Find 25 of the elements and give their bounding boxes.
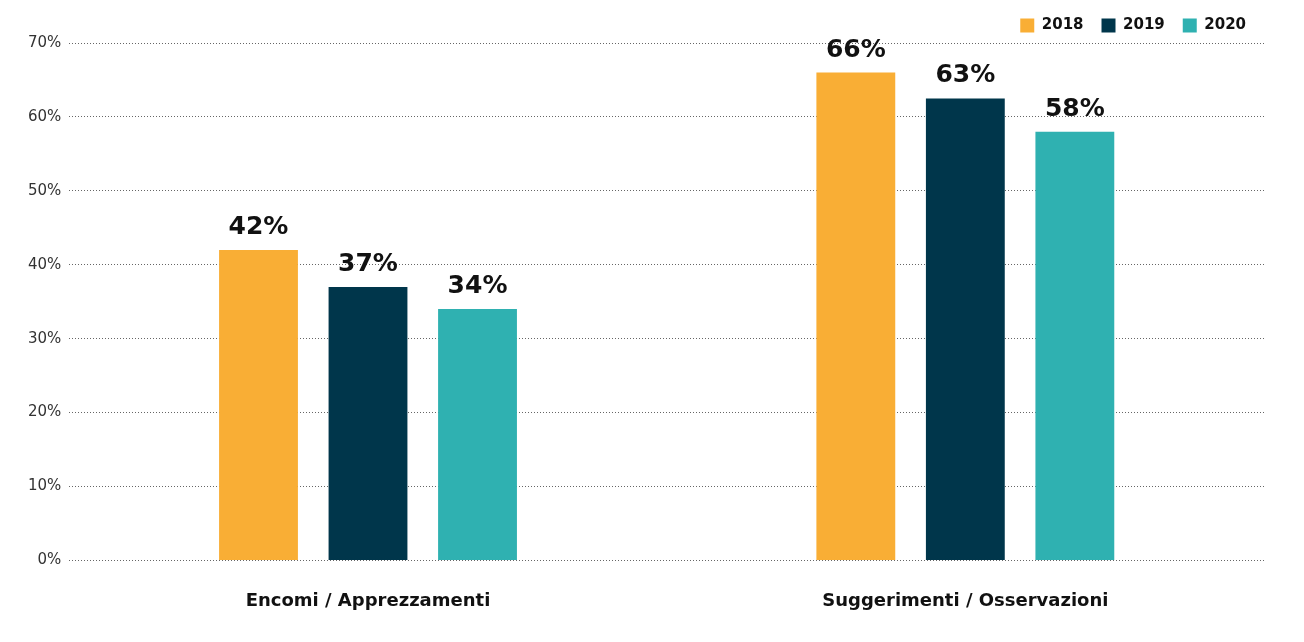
data-label: 34% xyxy=(447,270,508,300)
x-tick-label: Suggerimenti / Osservazioni xyxy=(822,588,1109,610)
data-label: 63% xyxy=(935,59,996,89)
x-tick-label: Encomi / Apprezzamenti xyxy=(245,588,491,610)
y-tick-label: 20% xyxy=(28,402,62,421)
bar xyxy=(328,286,408,560)
y-tick-label: 0% xyxy=(37,550,62,569)
bar xyxy=(925,98,1005,560)
data-label: 42% xyxy=(228,210,289,240)
y-tick-label: 50% xyxy=(28,180,62,199)
legend-label: 2018 xyxy=(1041,15,1084,34)
y-tick-label: 70% xyxy=(28,32,62,51)
bar xyxy=(1035,131,1115,560)
data-label: 58% xyxy=(1044,92,1105,122)
y-tick-label: 40% xyxy=(28,254,62,273)
bar xyxy=(219,249,298,560)
bar xyxy=(438,309,517,560)
y-tick-label: 30% xyxy=(28,328,62,347)
legend-label: 2019 xyxy=(1123,15,1165,34)
data-label: 66% xyxy=(825,33,886,63)
data-label: 37% xyxy=(338,247,398,277)
legend-label: 2020 xyxy=(1204,15,1246,34)
y-tick-label: 10% xyxy=(28,476,62,495)
y-tick-label: 60% xyxy=(28,106,62,125)
bar xyxy=(816,72,896,560)
